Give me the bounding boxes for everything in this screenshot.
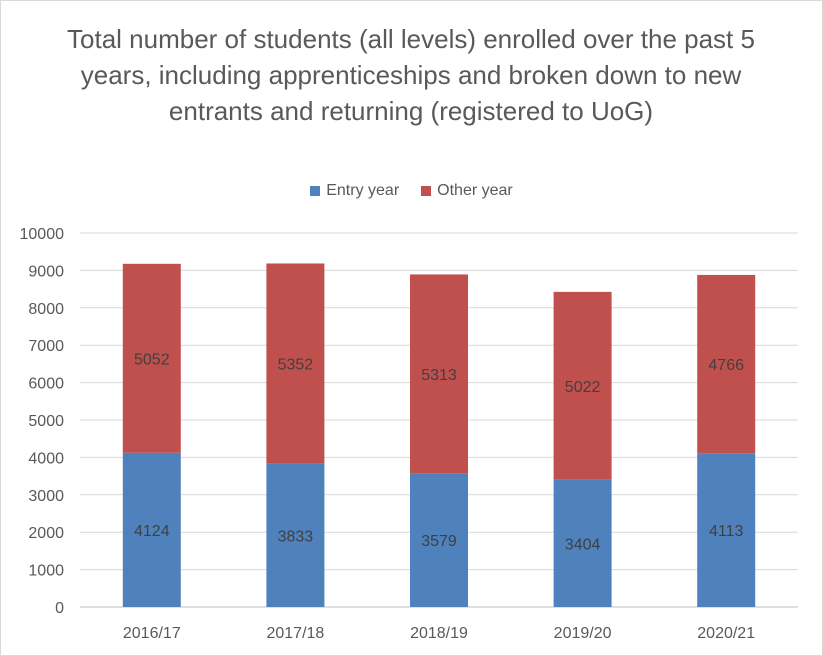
legend-label-entry-year: Entry year: [326, 182, 400, 199]
bar-entry-year: [697, 453, 756, 607]
chart-title: Total number of students (all levels) en…: [67, 24, 755, 126]
data-label-entry-year: 3404: [565, 536, 601, 553]
data-label-other-year: 5052: [134, 351, 170, 368]
data-label-entry-year: 4124: [134, 523, 170, 540]
y-tick-label: 5000: [28, 413, 64, 430]
y-tick-label: 9000: [28, 263, 64, 280]
bar-other-year: [553, 291, 612, 480]
bar-entry-year: [410, 473, 468, 607]
legend-label-other-year: Other year: [437, 182, 513, 199]
y-tick-label: 6000: [28, 376, 64, 393]
legend-item-other-year: Other year: [421, 182, 513, 200]
data-label-other-year: 4766: [708, 357, 744, 374]
y-tick-label: 8000: [28, 301, 64, 318]
y-tick-label: 4000: [28, 450, 64, 467]
y-tick-label: 10000: [20, 226, 65, 243]
x-tick-label: 2018/19: [410, 625, 468, 642]
chart-legend: Entry year Other year: [1, 182, 822, 200]
legend-swatch-other-year: [421, 186, 432, 196]
bar-entry-year: [122, 452, 181, 607]
y-tick-label: 1000: [28, 563, 64, 580]
bar-other-year: [410, 274, 468, 474]
bar-entry-year: [553, 479, 612, 607]
data-label-entry-year: 4113: [709, 523, 744, 540]
data-label-other-year: 5313: [421, 367, 457, 384]
bar-other-year: [122, 263, 181, 453]
data-label-other-year: 5352: [278, 357, 314, 374]
bar-other-year: [697, 274, 756, 454]
data-label-other-year: 5022: [565, 379, 601, 396]
x-tick-label: 2019/20: [554, 625, 612, 642]
y-tick-label: 2000: [28, 525, 64, 542]
x-tick-label: 2017/18: [266, 625, 324, 642]
y-tick-label: 3000: [28, 488, 64, 505]
y-tick-label: 7000: [28, 338, 64, 355]
bar-other-year: [266, 263, 325, 464]
x-tick-label: 2020/21: [697, 625, 755, 642]
x-tick-label: 2016/17: [123, 625, 181, 642]
data-label-entry-year: 3833: [278, 528, 314, 545]
y-tick-label: 0: [55, 600, 64, 617]
legend-item-entry-year: Entry year: [310, 182, 399, 200]
bar-entry-year: [266, 463, 325, 607]
legend-swatch-entry-year: [310, 186, 321, 196]
data-label-entry-year: 3579: [421, 533, 457, 550]
